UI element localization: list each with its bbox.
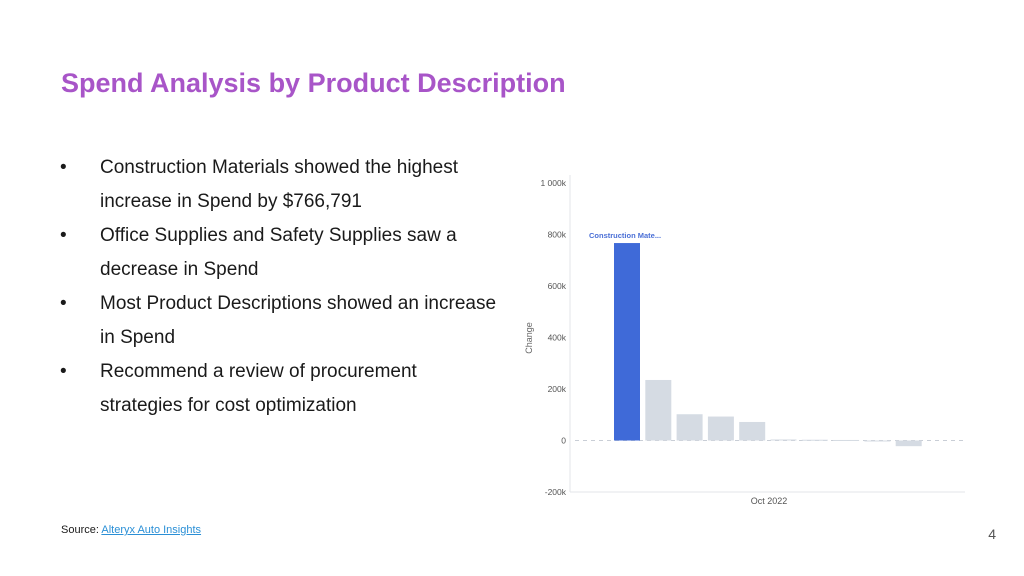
bullet-item: • Office Supplies and Safety Supplies sa… <box>60 219 500 287</box>
bullet-text: Recommend a review of procurement strate… <box>100 361 417 416</box>
source-note: Source: Alteryx Auto Insights <box>61 524 201 536</box>
bullet-symbol: • <box>60 293 67 314</box>
bullet-symbol: • <box>60 361 67 382</box>
bullet-item: • Recommend a review of procurement stra… <box>60 355 500 423</box>
bar[interactable] <box>645 379 672 441</box>
bar[interactable] <box>739 421 766 441</box>
y-tick-label: 1 000k <box>540 178 566 188</box>
bar[interactable] <box>864 440 891 442</box>
bar[interactable] <box>895 440 922 447</box>
x-axis-label: Oct 2022 <box>751 496 788 506</box>
y-tick-label: 0 <box>561 436 566 446</box>
bullet-symbol: • <box>60 157 67 178</box>
source-label: Source: <box>61 524 99 536</box>
bar[interactable] <box>833 439 860 441</box>
y-tick-label: 400k <box>548 333 567 343</box>
y-axis-ticks: 1 000k 800k 600k 400k 200k 0 -200k <box>540 178 566 497</box>
y-tick-label: 800k <box>548 230 567 240</box>
bullet-symbol: • <box>60 225 67 246</box>
y-tick-label: 600k <box>548 281 567 291</box>
page-number: 4 <box>988 526 996 542</box>
spend-change-bar-chart: 1 000k 800k 600k 400k 200k 0 -200k Change Oct … <box>524 175 965 506</box>
highlight-bar-label: Construction Mate... <box>589 231 661 240</box>
highlighted-bar[interactable] <box>614 243 640 441</box>
bullet-text: Most Product Descriptions showed an incr… <box>100 293 497 348</box>
y-tick-label: 200k <box>548 384 567 394</box>
bullet-text: Construction Materials showed the highes… <box>100 157 459 212</box>
bullet-item: • Construction Materials showed the high… <box>60 151 500 219</box>
bar[interactable] <box>676 414 703 441</box>
bar[interactable] <box>707 416 734 441</box>
source-link[interactable]: Alteryx Auto Insights <box>101 524 202 536</box>
bar[interactable] <box>801 439 828 441</box>
bullet-item: • Most Product Descriptions showed an in… <box>60 287 500 355</box>
bar[interactable] <box>770 439 797 441</box>
bullet-text: Office Supplies and Safety Supplies saw … <box>100 225 457 280</box>
y-axis-label: Change <box>524 322 534 354</box>
slide-title: Spend Analysis by Product Description <box>61 68 566 98</box>
chart-bars <box>614 243 922 447</box>
bullet-list: • Construction Materials showed the high… <box>60 151 500 423</box>
y-tick-label: -200k <box>545 487 567 497</box>
